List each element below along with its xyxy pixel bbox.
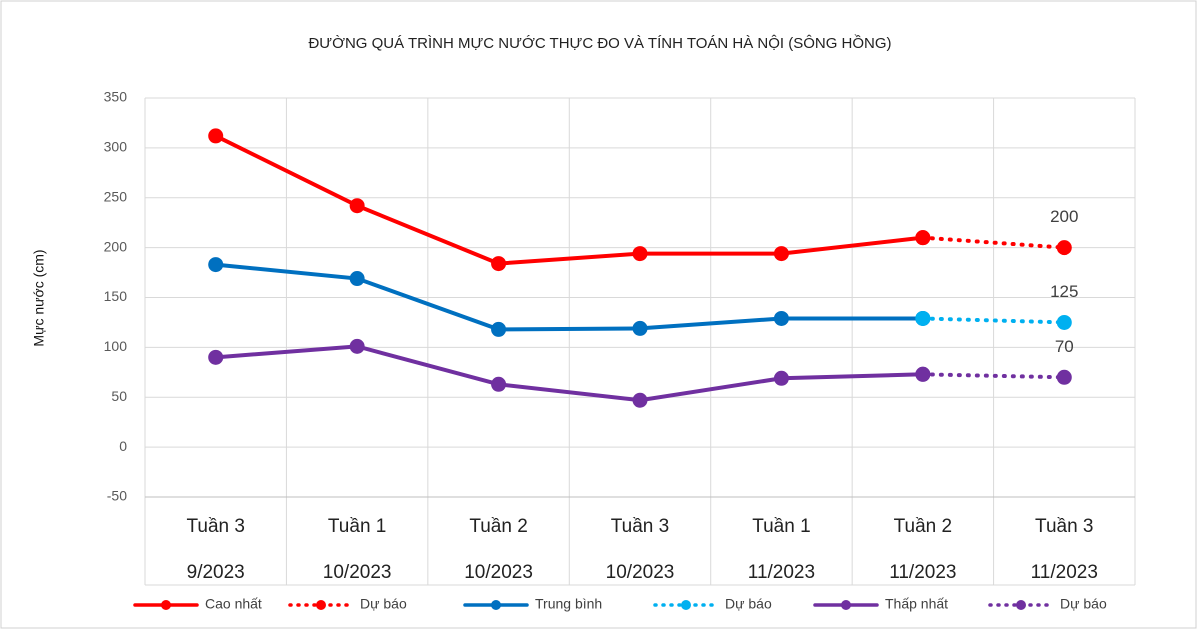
series-line xyxy=(920,372,1067,380)
x-tick-label: Tuần 3 xyxy=(611,516,669,537)
chart-title: ĐƯỜNG QUÁ TRÌNH MỰC NƯỚC THỰC ĐO VÀ TÍNH… xyxy=(308,34,891,52)
series-marker xyxy=(915,230,931,246)
x-tick-label: 10/2023 xyxy=(464,562,533,583)
y-tick-label: 150 xyxy=(104,288,128,304)
x-tick-label: 11/2023 xyxy=(889,562,956,583)
legend-marker xyxy=(161,600,171,610)
series-marker xyxy=(349,198,365,214)
series-line xyxy=(213,133,925,266)
y-tick-label: 0 xyxy=(119,438,127,454)
x-tick-label: Tuần 3 xyxy=(186,516,244,537)
series-line xyxy=(213,344,925,403)
y-tick-label: 350 xyxy=(104,89,128,105)
data-label: 125 xyxy=(1050,282,1078,301)
series-line xyxy=(920,235,1067,250)
y-tick-label: 200 xyxy=(104,238,128,254)
x-tick-label: 10/2023 xyxy=(323,562,392,583)
series-marker xyxy=(915,366,931,382)
series-marker xyxy=(208,349,224,365)
series-marker xyxy=(1056,240,1072,256)
series-marker xyxy=(632,392,648,408)
series-marker xyxy=(208,128,224,144)
series-line xyxy=(920,316,1067,325)
legend-label: Dự báo xyxy=(725,596,772,612)
legend-label: Dự báo xyxy=(1060,596,1107,612)
x-tick-label: Tuần 2 xyxy=(894,516,952,537)
legend-label: Dự báo xyxy=(360,596,407,612)
series-marker xyxy=(491,256,507,272)
x-tick-label: 11/2023 xyxy=(1031,562,1098,583)
data-label: 200 xyxy=(1050,207,1078,226)
legend-marker xyxy=(316,600,326,610)
x-tick-label: 10/2023 xyxy=(606,562,675,583)
series-marker xyxy=(349,271,365,287)
series-marker xyxy=(773,310,789,326)
series-marker xyxy=(349,338,365,354)
x-tick-label: Tuần 1 xyxy=(752,516,810,537)
series-marker xyxy=(773,370,789,386)
series-marker xyxy=(491,321,507,337)
y-tick-label: 250 xyxy=(104,188,128,204)
x-tick-label: 11/2023 xyxy=(748,562,815,583)
legend-label: Trung bình xyxy=(535,596,602,612)
y-tick-label: 100 xyxy=(104,338,128,354)
data-label: 70 xyxy=(1055,337,1074,356)
legend-marker xyxy=(1016,600,1026,610)
series-line xyxy=(213,262,925,332)
series-marker xyxy=(632,246,648,262)
legend-label: Cao nhất xyxy=(205,596,262,612)
legend-marker xyxy=(491,600,501,610)
y-tick-label: 50 xyxy=(111,388,127,404)
x-tick-label: 9/2023 xyxy=(187,562,245,583)
series-marker xyxy=(208,257,224,273)
series-marker xyxy=(1056,369,1072,385)
legend-marker xyxy=(841,600,851,610)
legend-label: Thấp nhất xyxy=(885,596,948,612)
legend-marker xyxy=(681,600,691,610)
x-tick-label: Tuần 3 xyxy=(1035,516,1093,537)
series-marker xyxy=(632,320,648,336)
y-axis-label: Mực nước (cm) xyxy=(31,249,47,346)
x-tick-label: Tuần 1 xyxy=(328,516,386,537)
series-marker xyxy=(491,376,507,392)
x-tick-label: Tuần 2 xyxy=(469,516,527,537)
series-marker xyxy=(773,246,789,262)
y-tick-label: -50 xyxy=(107,488,127,504)
series-marker xyxy=(1056,314,1072,330)
y-tick-label: 300 xyxy=(104,139,128,155)
series-marker xyxy=(915,310,931,326)
